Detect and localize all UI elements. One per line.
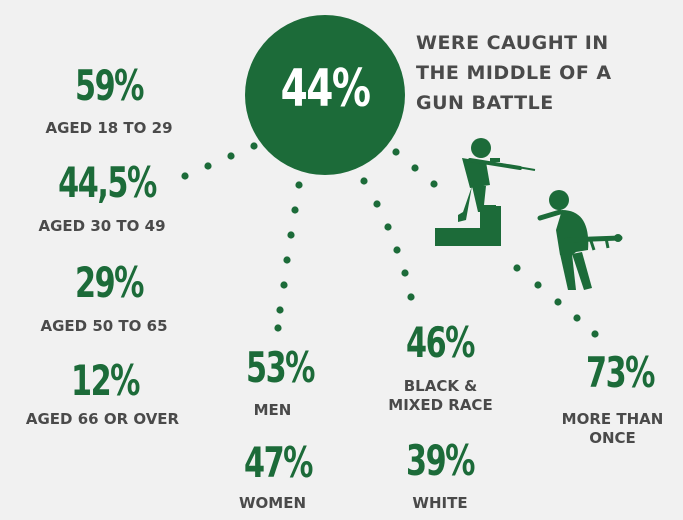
age-30-49-label: AGED 30 TO 49 [38, 217, 166, 235]
age-50-65-value: 29% [74, 258, 145, 307]
soldier-with-rifle-icon [458, 138, 536, 222]
age-30-49-value: 44,5% [58, 158, 157, 207]
age-18-29-value: 59% [74, 61, 145, 110]
women-label: WOMEN [238, 494, 307, 512]
white-value: 39% [405, 436, 476, 485]
black-mixed-race-value: 46% [405, 318, 476, 367]
soldier-with-gun-icon [537, 190, 623, 290]
age-66-over-label: AGED 66 OR OVER [25, 410, 180, 428]
age-66-over-value: 12% [70, 356, 141, 405]
more-than-once-value: 73% [585, 348, 656, 397]
age-18-29-label: AGED 18 TO 29 [45, 119, 173, 137]
headline-text: WERE CAUGHT IN THE MIDDLE OF A GUN BATTL… [416, 32, 612, 114]
center-stat-value: 44% [280, 59, 371, 119]
men-label: MEN [253, 401, 292, 419]
black-mixed-race-label: BLACK & MIXED RACE [388, 377, 493, 414]
center-stat-circle: 44% [245, 15, 405, 175]
age-50-65-label: AGED 50 TO 65 [40, 317, 168, 335]
white-label: WHITE [412, 494, 468, 512]
men-value: 53% [245, 343, 316, 392]
more-than-once-label: MORE THAN ONCE [561, 410, 664, 447]
women-value: 47% [243, 438, 314, 487]
